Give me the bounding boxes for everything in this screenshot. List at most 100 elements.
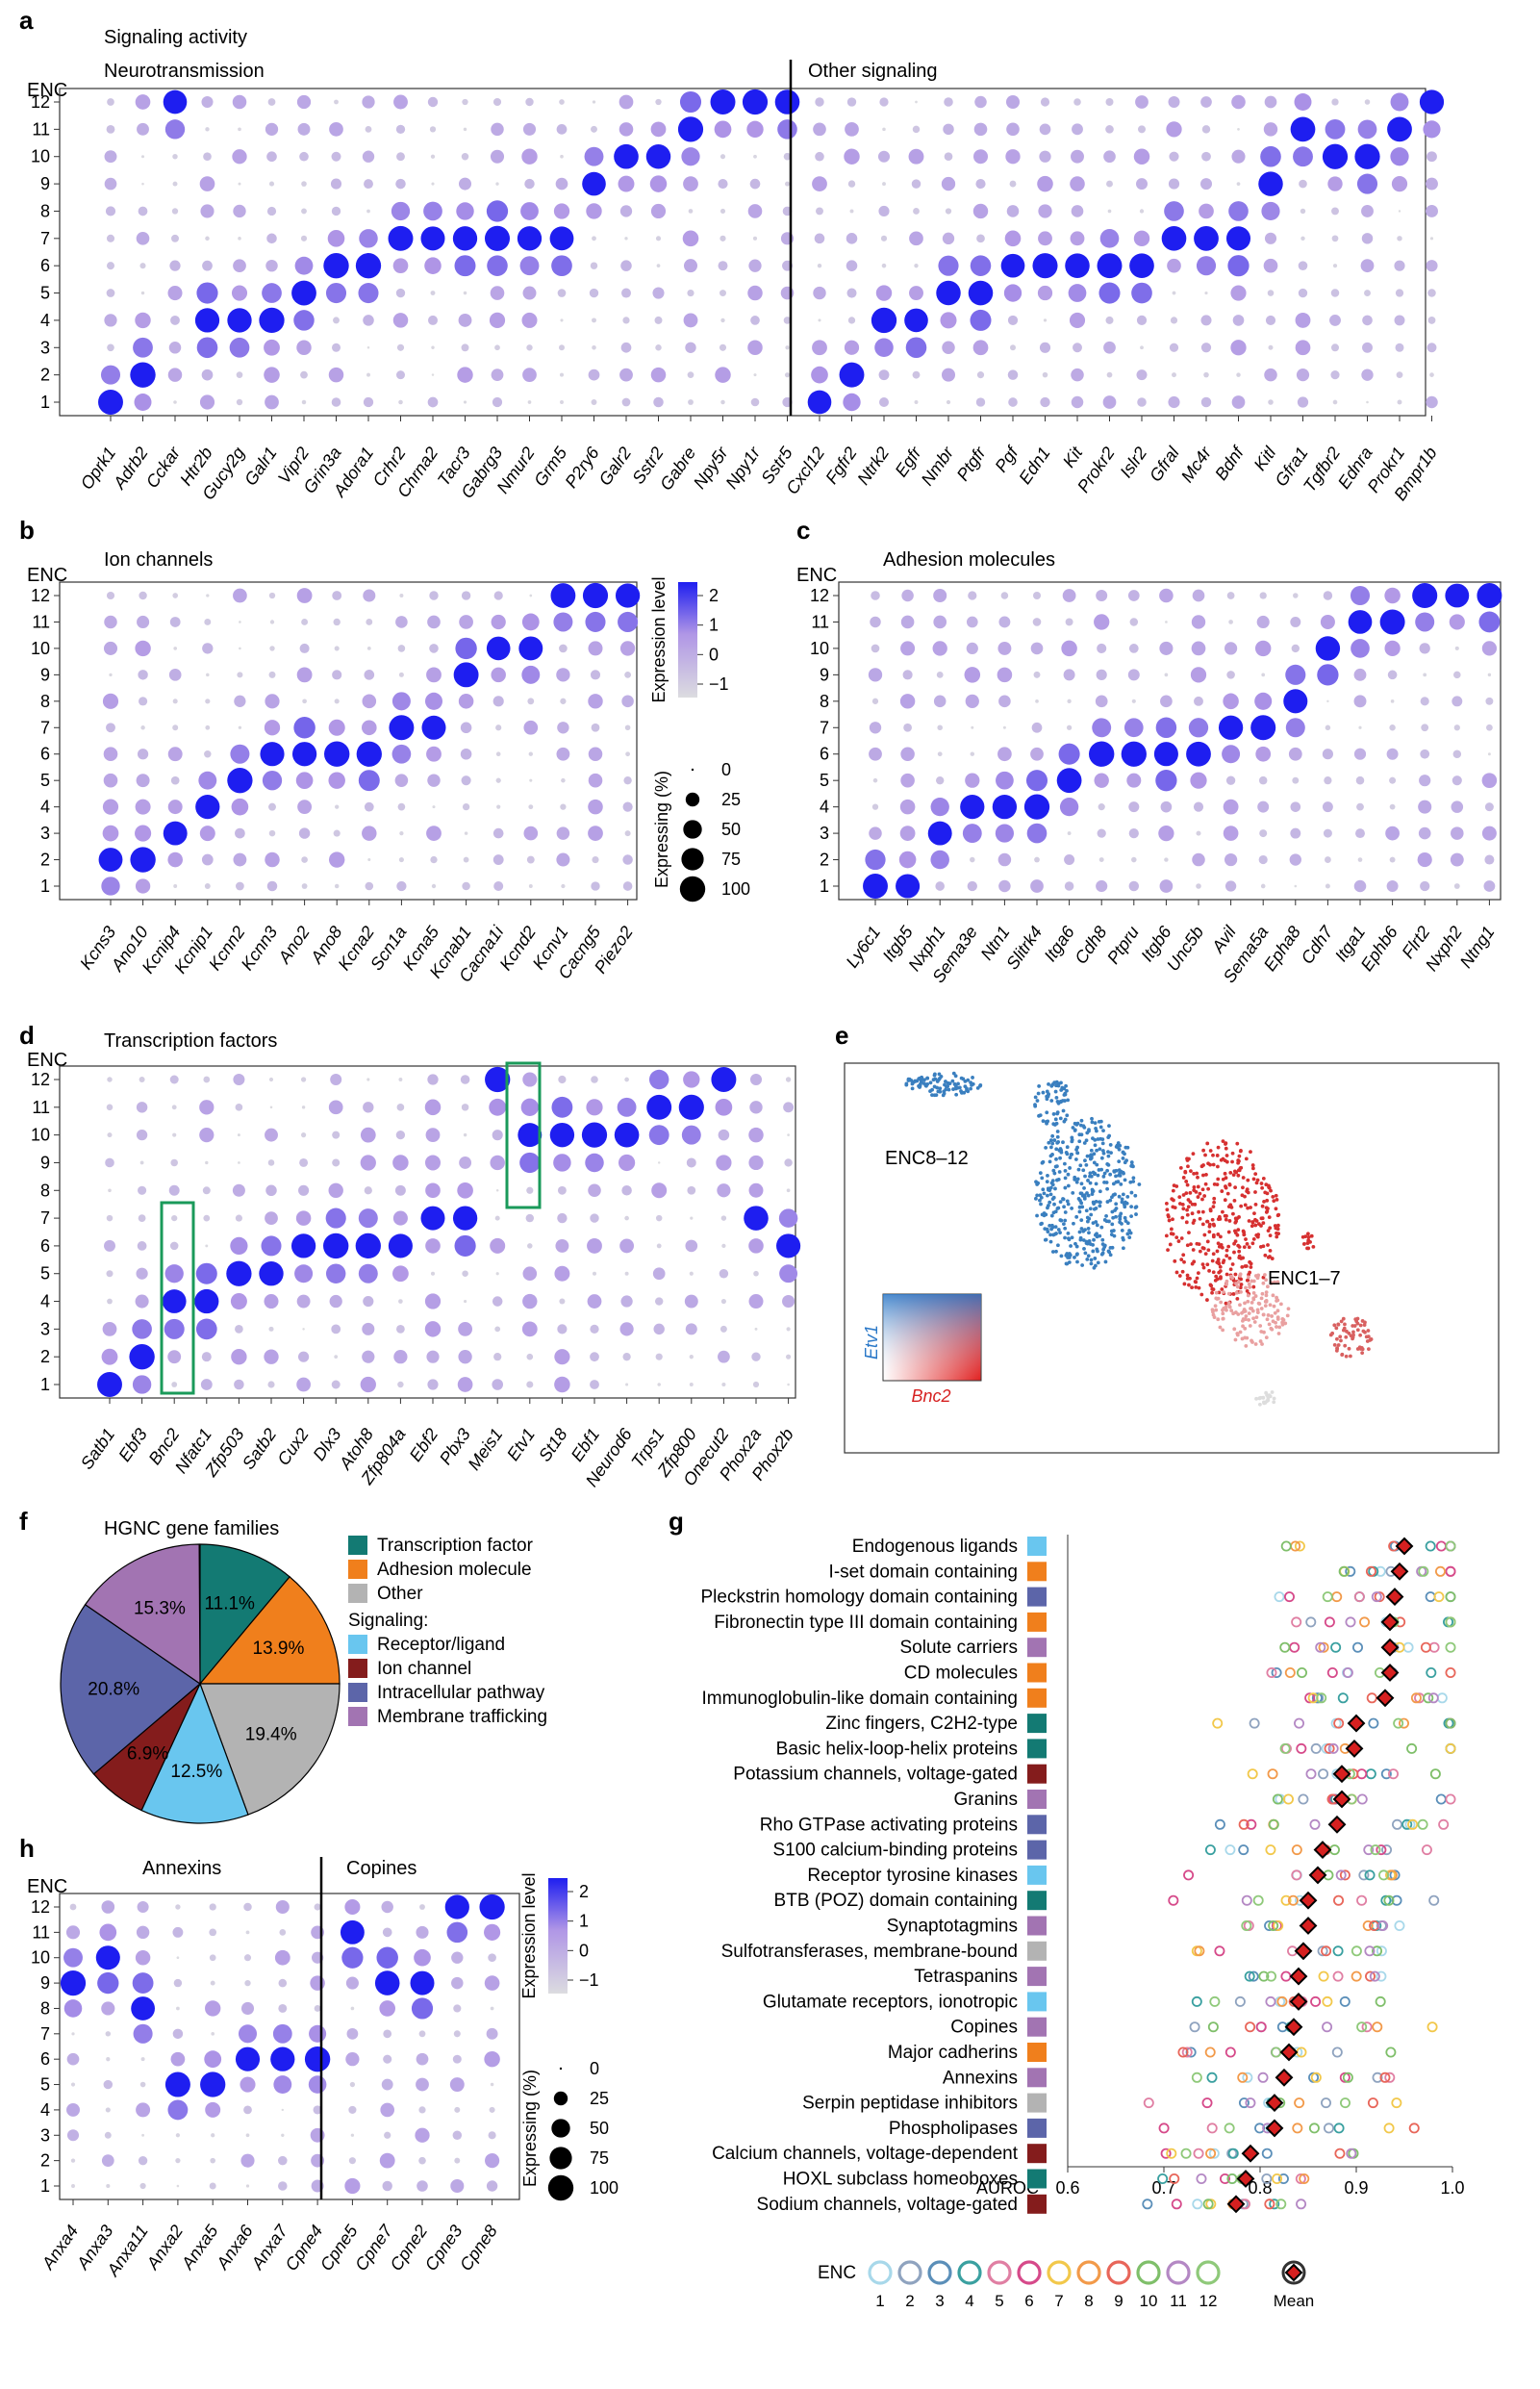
umap-point-enc1-7 [1309,1233,1314,1238]
enc-auroc-point [1335,1869,1347,1881]
umap-point-enc1-7 [1181,1207,1186,1211]
dot-cpne8-enc2 [485,2153,500,2169]
umap-point-enc1-7 [1186,1205,1191,1209]
enc-auroc-point [1334,2148,1346,2159]
umap-point-enc1-7 [1203,1153,1207,1157]
enc-auroc-point [1292,2122,1303,2134]
dot-itgb6-enc4 [1160,801,1173,813]
umap-point-enc8-12 [921,1081,926,1085]
dot-kcnab1-enc11 [459,615,473,629]
umap-point-enc1-7 [1185,1243,1190,1248]
dot-npy5r-enc6 [718,261,728,271]
umap-point-enc8-12 [1045,1089,1049,1094]
umap-point-enc1-7 [1248,1324,1252,1328]
dot-atoh8-enc12 [366,1078,370,1081]
umap-point-enc1-7 [1267,1215,1272,1220]
dot-cdh7-enc5 [1324,776,1332,785]
dot-pbx3-enc8 [457,1182,473,1199]
dot-ano2-enc3 [298,827,311,839]
dot-cdh7-enc1 [1325,883,1330,889]
umap-point-enc1-7 [1185,1207,1189,1212]
umap-point-enc1-7 [1240,1336,1245,1341]
umap-point-enc8-12 [1108,1245,1113,1250]
dot-sema3e-enc7 [971,725,974,729]
umap-point-enc1-7 [1242,1308,1247,1311]
dot-cpne5-enc11 [340,1919,365,1944]
umap-point-enc8-12 [1051,1112,1056,1116]
enc-legend-number: 3 [935,2292,944,2310]
dot-kit-enc5 [1068,284,1087,302]
umap-point-enc8-12 [1065,1199,1070,1204]
dot-npy1r-enc6 [748,259,762,272]
dot-anxa7-enc1 [278,2181,288,2191]
dot-kcns3-enc2 [98,848,123,872]
dot-itga6-enc2 [1064,854,1075,866]
umap-point-enc1-7 [1221,1260,1225,1265]
umap-point-enc1-7 [1200,1262,1205,1267]
gene-label-ptgfr: Ptgfr [953,443,991,484]
family-category-swatch [1027,1967,1047,1987]
enc-auroc-point [1242,2071,1253,2083]
umap-point-enc8-12 [1033,1103,1037,1107]
dot-kcns3-enc6 [103,747,118,762]
umap-point-enc8-12 [966,1078,971,1082]
umap-point-enc1-7 [1220,1189,1224,1193]
dot-zfp800-enc1 [689,1383,694,1386]
enc-auroc-point [1391,2097,1402,2109]
enc-legend-ring [1106,2260,1131,2285]
umap-point-enc1-7 [1212,1200,1217,1205]
gene-label-cckar: Cckar [142,443,185,492]
umap-point-enc8-12 [954,1092,959,1097]
dot-htr2b-enc4 [194,308,220,333]
umap-point-enc1-7 [1207,1230,1212,1234]
dot-kcnn2-enc2 [233,852,247,867]
umap-point-enc1-7 [1233,1337,1238,1342]
dot-sstr2-enc9 [649,175,668,192]
enc-auroc-point [1305,1616,1317,1628]
umap-point-enc1-7 [1169,1232,1174,1236]
dot-anxa5-enc4 [205,2101,221,2118]
umap-point-enc1-7 [1206,1186,1211,1191]
dot-anxa7-enc8 [278,2004,288,2013]
umap-point-enc8-12 [1106,1135,1111,1139]
umap-point-enc1-7 [1226,1230,1231,1234]
dot-grm5-enc1 [560,400,564,404]
panel-h-group-annexins: Annexins [142,1858,221,1879]
dot-unc5b-enc6 [1186,741,1211,767]
umap-point-enc8-12 [1055,1110,1060,1115]
dot-meis1-enc7 [494,1215,500,1221]
family-label: HOXL subclass homeoboxes [783,2170,1018,2190]
dot-ntn1-enc1 [998,879,1011,893]
gene-label-ebf3: Ebf3 [114,1425,151,1465]
umap-point-enc8-12 [1056,1243,1060,1248]
dot-anxa2-enc4 [167,2099,189,2121]
umap-point-enc8-12 [1063,1235,1067,1240]
umap-point-enc1-7 [1232,1241,1236,1246]
family-label: Phospholipases [889,2119,1018,2139]
umap-point-enc8-12 [1066,1183,1071,1188]
umap-point-enc8-12 [1055,1164,1059,1168]
enc-row-label: 2 [820,851,829,870]
dot-satb1-enc12 [107,1077,113,1082]
dot-sema3e-enc2 [970,856,975,863]
umap-point-enc8-12 [959,1076,964,1080]
umap-point-enc1-7 [1200,1187,1205,1192]
umap-point-enc8-12 [1130,1163,1134,1167]
dot-kcna5-enc11 [427,615,441,629]
dot-bdnf-enc12 [1231,94,1246,110]
umap-point-enc8-12 [1049,1213,1054,1218]
umap-point-enc8-12 [1051,1122,1056,1127]
umap-point-enc8-12 [1083,1174,1087,1179]
umap-point-enc8-12 [1048,1200,1052,1205]
enc-auroc-point [1406,1742,1418,1754]
dot-cpne5-enc2 [348,2157,356,2165]
umap-point-enc1-7 [1250,1279,1254,1283]
umap-point-enc1-7 [1177,1195,1182,1200]
dot-kcnip4-enc11 [169,617,181,627]
dot-ano10-enc1 [135,878,151,894]
enc-auroc-point [1445,1793,1456,1805]
dot-ebf3-enc11 [136,1102,148,1113]
dot-anxa2-enc2 [175,2158,181,2164]
dot-egfr-enc3 [905,337,927,359]
umap-point-enc8-12 [1057,1170,1062,1174]
